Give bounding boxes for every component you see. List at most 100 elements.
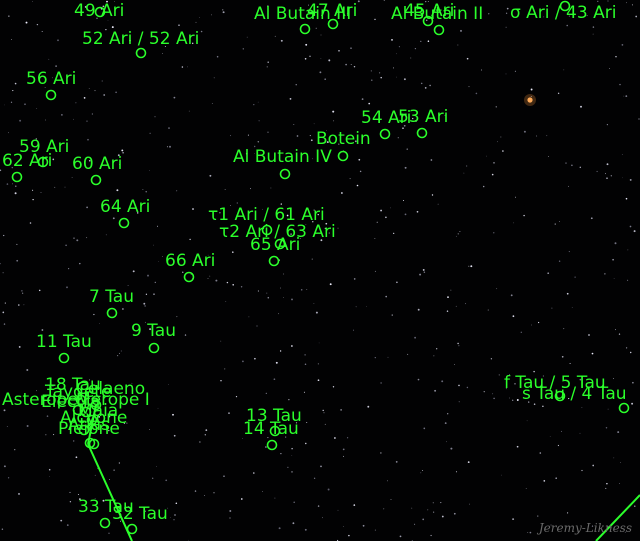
background-star [625,347,628,349]
star-label: 53 Ari [398,107,449,127]
background-star [566,292,569,295]
star-marker [78,424,90,436]
background-star [597,0,599,2]
background-star [434,389,437,392]
background-star [610,175,612,177]
background-star [61,114,63,116]
background-star [482,185,485,188]
background-star [515,196,516,198]
background-star [606,124,608,126]
background-star [111,26,114,29]
background-star [588,334,590,336]
background-star [549,436,551,437]
background-star [317,505,320,507]
background-star [247,134,249,136]
background-star [618,333,621,335]
background-star [457,342,459,345]
background-star [176,316,178,318]
background-star [412,117,414,120]
background-star [299,237,301,240]
background-star [433,511,435,513]
background-star [102,499,105,502]
background-star [512,315,515,318]
background-star [11,166,14,169]
background-star [509,374,510,375]
star-marker [299,23,311,35]
background-star [433,355,435,357]
star-marker [90,399,102,411]
background-star [632,381,634,384]
background-star [216,55,219,58]
background-star [119,504,122,506]
background-star [512,518,515,521]
background-star [253,145,256,148]
background-star [280,287,282,289]
background-star [64,186,66,188]
background-star [404,166,407,169]
background-star [523,214,525,217]
background-star [613,457,615,459]
background-star [254,357,256,360]
background-star [391,39,393,41]
background-star [18,492,20,495]
background-star [396,53,397,55]
background-star [52,158,55,161]
background-star [567,512,569,514]
background-star [635,15,638,18]
background-star [86,206,88,209]
background-star [559,221,560,222]
background-star [537,515,539,517]
star-label: 54 Ari [361,108,412,128]
background-star [437,203,439,205]
background-star [374,270,376,272]
background-star [306,421,308,424]
background-star [397,137,399,139]
background-star [328,232,331,234]
background-star [380,209,383,212]
background-star [523,130,526,133]
star-marker [268,255,280,267]
background-star [380,452,382,454]
background-star [144,305,146,307]
background-star [213,492,215,494]
background-star [115,91,117,94]
background-star [374,238,376,239]
star-marker [416,127,428,139]
star-label: 66 Ari [165,251,216,271]
background-star [191,42,194,45]
background-star [386,480,388,482]
background-star [483,391,485,393]
background-star [127,506,130,508]
background-star [425,0,427,3]
background-star [450,447,453,450]
background-star [586,15,588,17]
background-star [94,498,96,499]
background-star [19,119,22,122]
background-star [441,380,444,383]
background-star [18,345,21,348]
background-star [222,11,225,14]
background-star [167,507,169,509]
background-star [621,154,623,155]
star-label: 32 Tau [112,504,168,524]
star-label: 60 Ari [72,154,123,174]
background-star [262,491,263,492]
background-star [422,518,425,521]
background-star [613,277,615,279]
background-star [430,159,433,161]
background-star [516,445,519,448]
star-label: 11 Tau [36,332,92,352]
background-star [311,258,313,260]
background-star [317,213,319,216]
background-star [470,265,473,268]
background-star [266,66,268,68]
background-star [275,361,278,364]
background-star [257,141,260,143]
background-star [57,400,60,403]
background-star [596,170,598,173]
background-star [154,116,156,118]
star-marker [84,437,96,449]
background-star [320,465,322,468]
background-star [293,123,295,125]
star-label: s Tau / 4 Tau [522,384,627,404]
